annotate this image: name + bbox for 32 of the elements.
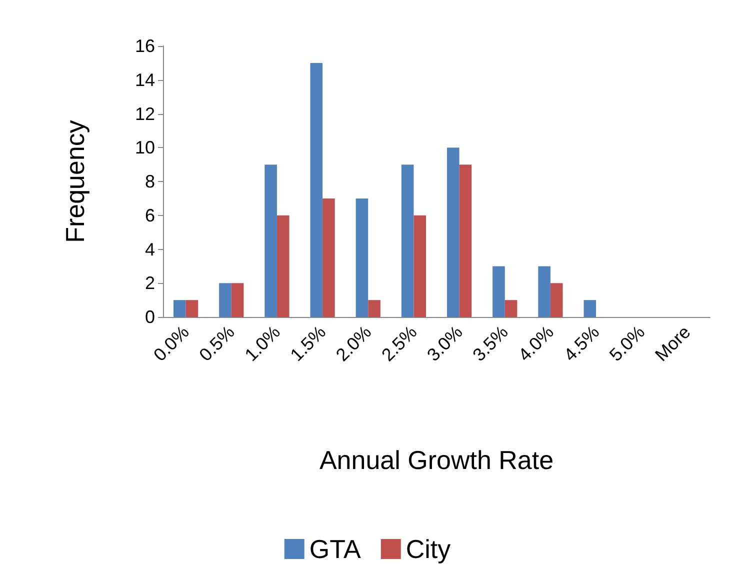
- bar: [276, 215, 290, 317]
- bar: [368, 300, 380, 317]
- bar: [310, 62, 323, 317]
- y-tick-label: 8: [144, 172, 155, 192]
- bar: [446, 148, 460, 317]
- bar: [414, 215, 426, 317]
- bar: [538, 266, 550, 317]
- y-tick-label: 6: [144, 205, 155, 226]
- legend-label: City: [406, 534, 451, 564]
- y-tick-label: 10: [134, 138, 155, 158]
- bar: [584, 300, 596, 317]
- legend-label: GTA: [309, 534, 362, 564]
- x-axis-title: Annual Growth Rate: [319, 445, 554, 475]
- y-tick-label: 14: [134, 70, 155, 90]
- bar: [550, 283, 563, 317]
- bar: [459, 164, 472, 317]
- bar: [186, 300, 198, 317]
- y-axis-title: Frequency: [60, 120, 90, 243]
- y-tick-label: 2: [144, 273, 155, 294]
- y-tick-label: 12: [134, 104, 155, 124]
- bar: [219, 283, 232, 317]
- bar: [504, 300, 518, 317]
- y-tick-label: 4: [144, 239, 155, 260]
- bar: [231, 283, 244, 317]
- bar: [401, 164, 414, 317]
- bar: [356, 198, 368, 317]
- bar: [322, 198, 335, 317]
- bar: [264, 164, 277, 317]
- bar: [173, 300, 186, 317]
- y-tick-label: 0: [144, 307, 155, 327]
- y-tick-label: 16: [134, 36, 155, 56]
- bar: [492, 266, 505, 317]
